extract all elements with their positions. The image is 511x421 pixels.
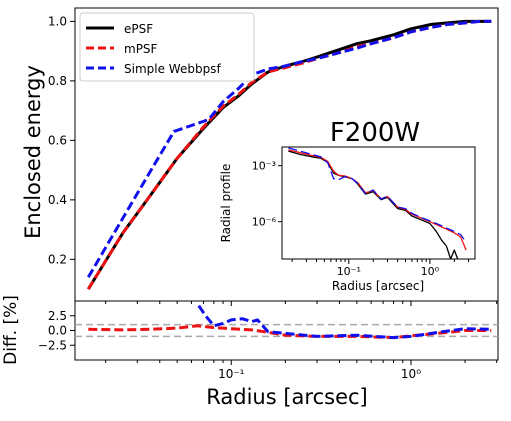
inset-xtick-label: 10⁻¹ [337,265,361,278]
main-ytick-label: 0.4 [48,193,67,207]
main-ytick-label: 0.6 [48,133,67,147]
legend: ePSF mPSF Simple Webbpsf [79,12,255,82]
residual-xtick-label: 10⁻¹ [218,367,245,381]
inset-ytick-label: 10⁻⁶ [252,216,277,229]
residual-series [88,304,492,340]
filter-annotation: F200W [330,118,420,148]
residual-axes-frame [74,300,499,361]
inset-ylabel: Radial profile [219,164,233,243]
main-ylabel: Enclosed energy [21,65,45,239]
residual-ytick-label: −2.5 [38,338,67,352]
main-series-simple-webbpsf [87,19,492,278]
main-ytick-label: 0.2 [48,252,67,266]
inset-series-mpsf [288,149,467,251]
inset-ytick-label: 10⁻³ [252,160,276,173]
legend-label-epsf: ePSF [124,22,153,36]
inset-ticks: 10⁻¹ 10⁰ 10⁻³ 10⁻⁶ [252,160,470,278]
residual-ytick-label: 0.0 [48,324,67,338]
residual-xtick-label: 10⁰ [401,367,421,381]
legend-box [79,12,255,82]
main-series [87,19,492,290]
main-ytick-label: 0.8 [48,74,67,88]
inset-series [288,147,467,260]
inset-xtick-label: 10⁰ [421,265,440,278]
legend-label-webbpsf: Simple Webbpsf [124,62,221,76]
residual-series-mpsf [88,324,492,340]
main-xlabel: Radius [arcsec] [206,385,367,409]
main-ytick-label: 1.0 [48,14,67,28]
main-panel: Enclosed energy 0.2 0.4 0.6 0.8 1.0 F200W eP… [21,7,499,306]
inset-axes-frame [281,146,476,260]
inset-panel: 10⁻¹ 10⁰ 10⁻³ 10⁻⁶ Radius [arcsec] Radial p… [219,146,476,293]
residual-series-simple-webbpsf [197,304,492,340]
residual-ytick-label: 2.5 [48,309,67,323]
residual-ylabel: Diff. [%] [1,295,21,365]
inset-xlabel: Radius [arcsec] [332,279,424,293]
residual-panel: 2.50.0−2.5 10⁻¹ 10⁰ Diff. [%] Radius [arcs… [1,295,499,409]
legend-label-mpsf: mPSF [124,42,158,56]
residual-ticks: 2.50.0−2.5 10⁻¹ 10⁰ [38,309,498,381]
inset-series-simple-webbpsf [288,147,467,243]
